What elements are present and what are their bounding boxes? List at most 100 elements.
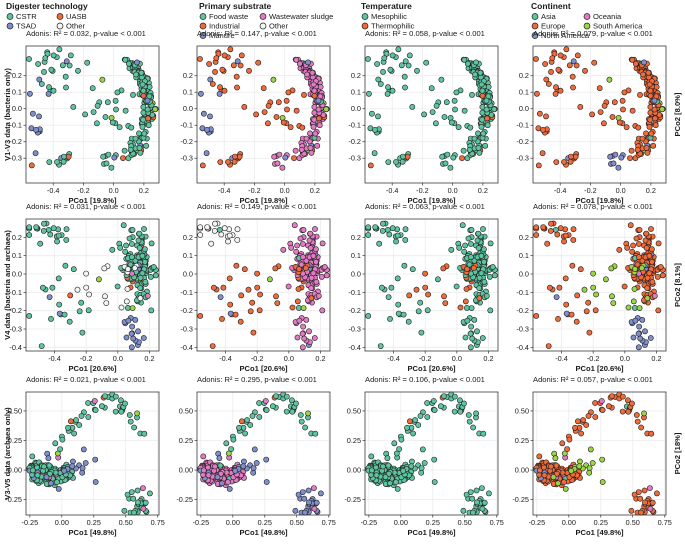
data-point [82,111,88,118]
data-point [433,102,440,109]
y-tick-label: -0.4 [516,343,529,352]
data-point [55,275,62,282]
data-point [221,52,228,59]
data-point [444,151,451,158]
data-point [647,104,654,110]
data-point [628,507,635,514]
data-point [469,335,476,342]
data-point [644,285,651,291]
y-tick-label: -0.25 [5,495,22,504]
data-point [241,266,248,273]
legend-title: Continent [531,1,571,11]
data-point [141,430,148,437]
data-point [384,455,391,462]
data-point [306,499,312,506]
x-axis-label: PCo1 [49.8%] [68,528,117,537]
data-point [112,408,119,415]
x-tick-label: 0.75 [490,518,504,527]
data-point [640,71,646,78]
data-point [651,106,658,113]
data-point [581,286,588,293]
data-point [474,237,481,244]
data-point [197,224,204,231]
data-point [152,106,159,113]
data-point [117,244,124,251]
data-point [312,246,319,253]
y-axis-label: PCo2 [8.0%] [673,92,682,136]
data-point [47,231,54,238]
data-point [41,220,47,227]
row-label: V1-V3 data (bacteria only) [3,68,12,161]
data-point [387,66,394,73]
data-point [298,146,305,153]
data-point [549,55,556,61]
data-point [477,69,484,76]
data-point [439,153,446,160]
data-point [206,61,212,67]
data-point [393,450,400,457]
data-point [653,84,660,90]
data-point [651,97,658,104]
data-point [417,299,424,306]
data-point [219,480,225,487]
data-point [422,270,428,277]
data-point [141,130,148,137]
data-point [301,495,308,502]
data-point [312,226,318,232]
x-tick-label: -0.4 [555,354,568,363]
data-point [624,244,631,251]
y-tick-label: -0.2 [9,137,22,146]
data-point [437,403,444,410]
data-point [40,227,47,234]
data-point [200,110,207,117]
data-point [305,59,311,66]
data-point [473,487,480,494]
y-tick-label: -0.2 [9,306,22,315]
data-point [607,153,614,160]
data-point [639,135,646,142]
data-point [647,505,654,512]
data-point [544,240,551,247]
x-tick-label: 0.0 [284,354,294,363]
data-point [394,232,401,239]
data-point [308,285,315,291]
data-point [310,252,317,259]
data-point [365,56,371,62]
data-point [462,298,469,305]
data-point [213,55,220,61]
data-point [405,318,412,325]
data-point [212,220,218,227]
data-point [385,84,391,91]
data-point [481,258,487,265]
data-point [585,299,592,306]
data-point [641,59,647,66]
data-point [643,230,650,237]
data-point [372,224,379,230]
data-point [636,241,642,247]
data-point [649,278,656,285]
data-point [563,46,570,53]
y-tick-label: -0.1 [348,121,361,130]
data-point [311,335,318,341]
x-tick-label: 0.2 [144,354,154,363]
y-tick-label: 0.1 [12,251,22,260]
data-point [461,107,468,114]
data-point [224,479,231,485]
data-point [453,283,460,290]
data-point [63,84,69,91]
data-point [583,422,590,428]
data-point [553,294,560,300]
data-point [647,92,654,99]
data-point [313,258,319,265]
data-point [385,159,392,165]
data-point [368,110,375,117]
y-tick-label: -0.2 [516,137,529,146]
data-point [216,91,223,97]
data-point [480,226,486,232]
data-point [263,456,270,463]
data-point [556,284,563,291]
data-point [566,436,573,443]
y-tick-label: 0.1 [519,251,529,260]
panel-digester-row-3: Adonis: R² = 0.021, p-value < 0.001 -0.25… [5,375,164,537]
data-point [216,455,223,462]
